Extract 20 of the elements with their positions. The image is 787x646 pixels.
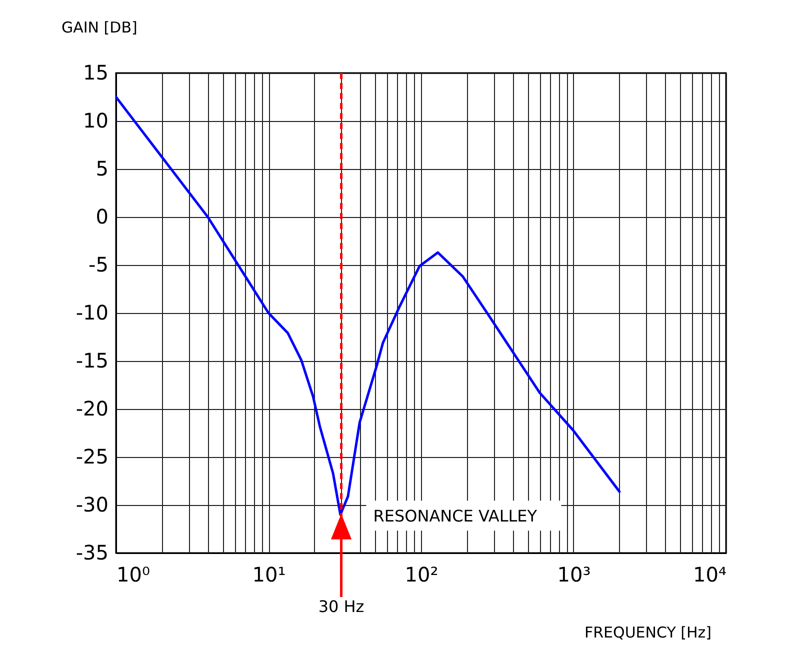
x-axis-title: FREQUENCY [Hz] bbox=[584, 624, 712, 642]
y-tick-label: -5 bbox=[88, 252, 108, 276]
y-tick-label: -20 bbox=[76, 396, 108, 420]
ref-line-label: 30 Hz bbox=[318, 597, 364, 616]
y-tick-label: -25 bbox=[76, 444, 108, 468]
x-tick-label: 10⁴ bbox=[693, 562, 726, 586]
y-tick-label: -35 bbox=[76, 540, 108, 564]
y-tick-label: 0 bbox=[96, 204, 108, 228]
y-tick-label: -30 bbox=[76, 492, 108, 516]
x-tick-label: 10¹ bbox=[252, 562, 286, 586]
x-tick-label: 10⁰ bbox=[116, 562, 150, 586]
y-tick-label: -15 bbox=[76, 348, 108, 372]
y-tick-label: 5 bbox=[96, 156, 108, 180]
y-axis-title: GAIN [DB] bbox=[62, 18, 138, 36]
x-tick-label: 10³ bbox=[557, 562, 591, 586]
y-tick-label: 15 bbox=[83, 60, 108, 84]
annotation: RESONANCE VALLEY bbox=[373, 506, 538, 526]
y-tick-label: 10 bbox=[83, 108, 108, 132]
y-tick-label: -10 bbox=[76, 300, 108, 324]
x-tick-label: 10² bbox=[404, 562, 438, 586]
